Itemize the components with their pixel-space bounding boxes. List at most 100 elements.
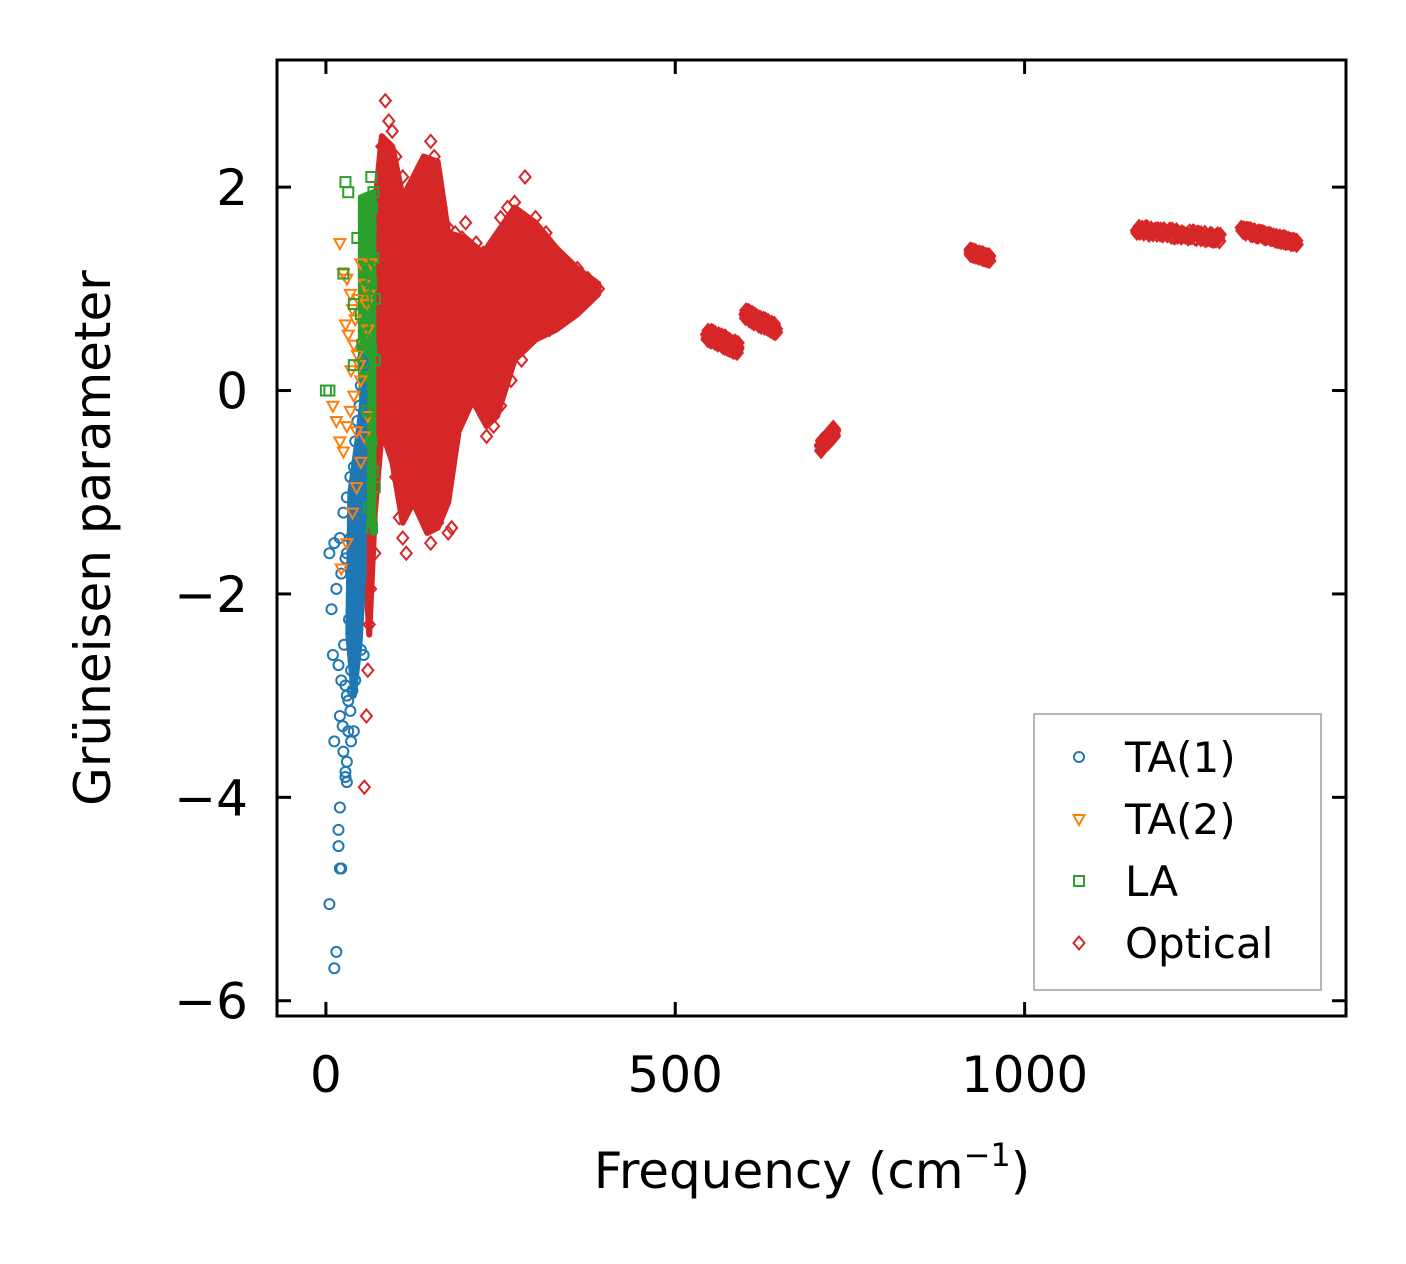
data-point — [354, 379, 367, 392]
data-point — [332, 823, 345, 836]
optical-cluster — [963, 241, 997, 269]
optical-cluster — [1234, 219, 1304, 254]
series-ta-2- — [325, 238, 379, 577]
data-point — [365, 435, 378, 448]
legend-marker-optical — [1072, 934, 1086, 952]
optical-cluster-point — [982, 248, 997, 265]
x-axis-label: Frequency (cm−1) — [594, 1136, 1031, 1200]
data-point — [357, 779, 372, 796]
data-point — [518, 168, 532, 186]
data-point — [340, 491, 353, 504]
data-point — [337, 267, 350, 280]
y-tick-label: −4 — [174, 769, 248, 827]
data-point — [364, 221, 377, 234]
optical-cluster-point — [827, 421, 842, 438]
data-point — [356, 338, 369, 351]
data-point — [339, 771, 352, 783]
data-point — [336, 446, 351, 460]
data-point — [416, 484, 431, 501]
data-point — [325, 603, 338, 616]
data-point — [353, 521, 366, 534]
y-tick-label: −2 — [174, 566, 248, 624]
optical-cluster — [813, 419, 842, 460]
data-point — [363, 580, 378, 597]
optical-cluster-point — [769, 324, 784, 341]
data-point — [423, 535, 438, 552]
data-point — [366, 201, 379, 214]
x-tick-label: 1000 — [961, 1046, 1088, 1104]
x-axis-label-close: ) — [1011, 1142, 1031, 1200]
data-point — [423, 133, 438, 150]
data-point — [479, 428, 494, 445]
data-point — [339, 538, 355, 552]
optical-cluster — [699, 322, 745, 362]
data-point — [591, 280, 606, 297]
legend-box — [1033, 713, 1322, 991]
data-point — [332, 436, 348, 450]
data-point — [351, 415, 364, 428]
optical-cluster-point — [1213, 226, 1228, 243]
data-point — [399, 545, 414, 562]
data-point — [333, 532, 346, 544]
data-point — [392, 509, 407, 526]
data-point — [352, 603, 365, 616]
x-axis-label-main: Frequency (cm — [594, 1142, 964, 1200]
data-point — [361, 404, 374, 417]
data-point — [333, 801, 346, 814]
x-axis-label-superscript: −1 — [964, 1136, 1011, 1174]
data-point — [525, 326, 539, 343]
legend-label: Optical — [1125, 919, 1273, 968]
data-point — [366, 521, 379, 534]
optical-cluster-point — [1289, 232, 1304, 249]
data-point — [339, 273, 355, 287]
data-point — [356, 450, 369, 463]
data-point — [367, 252, 380, 265]
data-point — [507, 194, 522, 211]
data-point — [444, 519, 459, 536]
data-point — [330, 945, 343, 958]
data-point — [458, 214, 473, 231]
data-point — [360, 410, 376, 425]
data-point — [361, 662, 375, 679]
data-point — [427, 148, 442, 165]
data-point — [374, 138, 389, 155]
data-point — [388, 468, 403, 486]
legend-marker-ta-1- — [1073, 751, 1085, 763]
data-point — [570, 260, 585, 277]
y-tick-label: −6 — [174, 973, 248, 1031]
legend-label: LA — [1125, 857, 1178, 906]
data-point — [362, 616, 377, 633]
data-point — [359, 282, 372, 295]
optical-cluster-point — [731, 334, 745, 351]
data-point — [350, 562, 363, 575]
data-point — [345, 507, 360, 521]
data-point — [353, 375, 369, 389]
data-point — [357, 648, 370, 661]
data-point — [365, 170, 378, 183]
data-point — [328, 962, 341, 975]
optical-cluster-point — [769, 320, 784, 337]
data-point — [338, 638, 351, 651]
data-point — [335, 862, 348, 875]
data-point — [339, 552, 352, 565]
legend-label: TA(1) — [1124, 733, 1236, 782]
data-point — [367, 465, 380, 478]
data-point — [334, 563, 349, 577]
data-point — [368, 545, 382, 562]
data-point — [493, 397, 508, 414]
data-point — [535, 306, 550, 323]
series-optical — [357, 92, 606, 796]
series-ta-1- — [323, 354, 371, 975]
optical-cluster-point — [1290, 236, 1304, 253]
data-point — [342, 613, 355, 626]
data-point — [323, 898, 336, 911]
data-point — [359, 299, 374, 313]
legend: TA(1) TA(2) LA Optical — [1033, 713, 1322, 991]
data-point — [339, 421, 355, 435]
data-point — [347, 359, 360, 372]
data-point — [528, 209, 543, 226]
data-point — [346, 390, 362, 404]
optical-cluster — [1129, 218, 1228, 250]
